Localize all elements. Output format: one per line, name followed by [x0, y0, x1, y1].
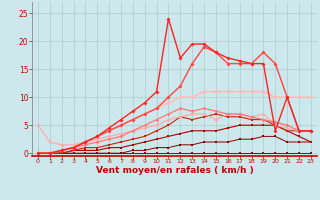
X-axis label: Vent moyen/en rafales ( km/h ): Vent moyen/en rafales ( km/h ) — [96, 166, 253, 175]
